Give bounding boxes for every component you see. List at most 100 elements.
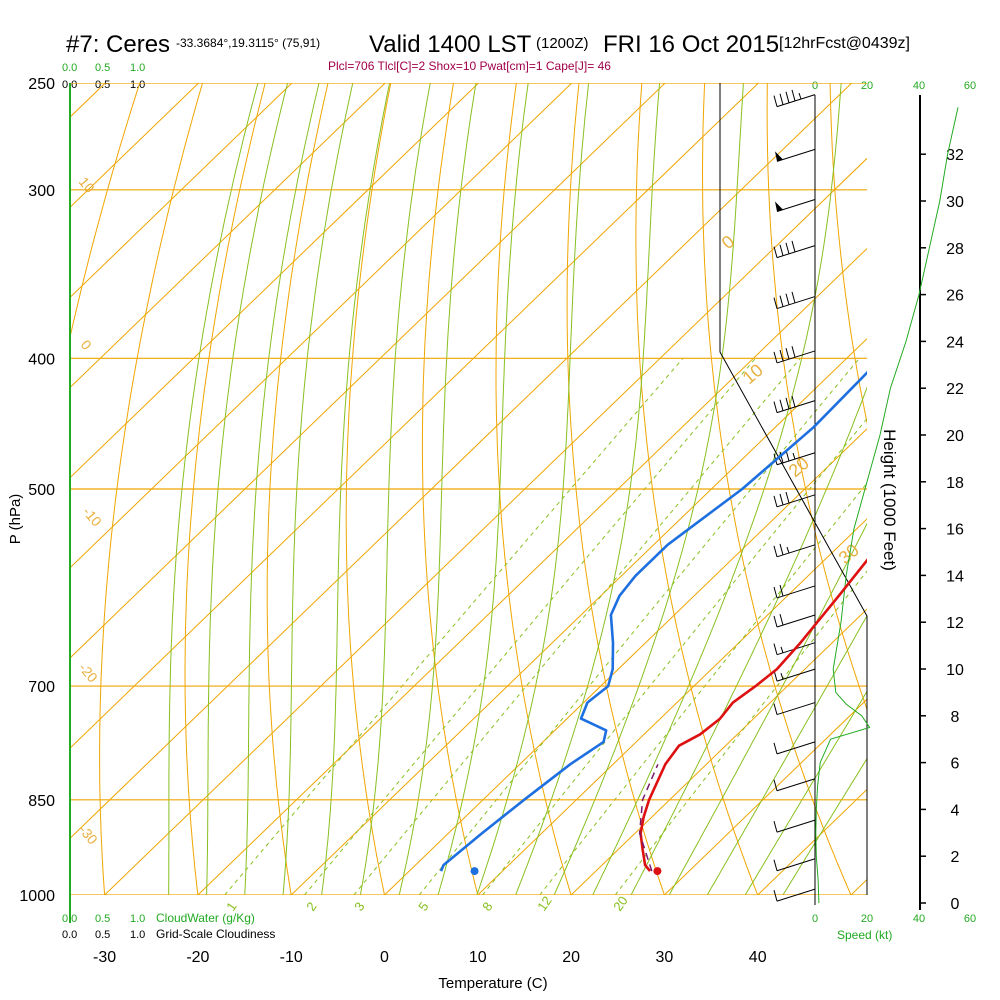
wind-barb-feather: [773, 820, 778, 833]
temperature-tick-label: -10: [280, 949, 303, 966]
wind-barb-feather: [773, 859, 778, 871]
temperature-tick-label: 30: [656, 949, 674, 966]
station-title: #7: Ceres: [66, 31, 170, 58]
wind-barb-feather: [773, 889, 778, 902]
wind-barb-feather: [773, 586, 778, 599]
height-tick-label: 14: [946, 568, 964, 585]
dry-adiabat-label: 10: [76, 174, 98, 196]
surface-dewpoint-marker: [470, 867, 479, 876]
wind-barb-feather: [785, 293, 790, 305]
dry-adiabat-line: [495, 83, 572, 895]
pressure-tick-label: 400: [28, 351, 55, 368]
mixing-ratio-line: [482, 417, 867, 895]
isotherm-line: [70, 83, 293, 299]
wind-barb-feather: [773, 703, 778, 715]
speed-bottom-20: 20: [861, 913, 873, 925]
wind-barb-half-feather: [780, 646, 784, 653]
wind-barb-staff: [776, 668, 816, 682]
bottom-black-label-1: 0.5: [95, 929, 110, 941]
wind-barb-feather: [773, 495, 778, 507]
mixing-ratio-label: 8: [479, 899, 495, 914]
dry-adiabat-line: [829, 83, 867, 425]
isotherm-line: [290, 337, 867, 895]
wind-barb-staff: [776, 819, 816, 833]
moist-adiabat-line: [437, 83, 529, 895]
wind-barb-staff: [776, 245, 816, 259]
wind-barb-feather: [779, 399, 784, 411]
wind-barb-feather: [773, 401, 778, 413]
wind-barb-staff: [776, 296, 816, 310]
wind-barb-feather: [779, 543, 784, 556]
moist-adiabat-line: [630, 386, 867, 895]
height-tick-label: 24: [946, 334, 964, 351]
forecast-label: [12hrFcst@0439z]: [779, 35, 910, 52]
height-tick-label: 12: [946, 615, 964, 632]
isotherm-line: [197, 247, 867, 895]
moist-adiabat-line: [168, 83, 259, 895]
top-black-label-2: 1.0: [130, 79, 145, 91]
dry-adiabat-line: [635, 83, 759, 895]
height-tick-label: 8: [951, 709, 960, 726]
wind-barb-half-feather: [780, 673, 784, 680]
cloudwater-label: CloudWater (g/Kg): [156, 911, 255, 925]
dry-adiabat-line: [766, 83, 867, 711]
pressure-tick-label: 500: [28, 482, 55, 499]
wind-barb-staff: [776, 858, 816, 872]
temperature-tick-label: -20: [186, 949, 209, 966]
dry-adiabat-line: [421, 83, 479, 895]
top-green-label-0: 0.0: [62, 62, 77, 74]
wind-barb-feather: [773, 545, 778, 557]
dry-adiabat-line: [566, 83, 665, 895]
wind-barb-feather: [779, 613, 784, 626]
height-tick-label: 32: [946, 147, 964, 164]
isotherm-line: [70, 83, 760, 749]
height-tick-label: 6: [951, 756, 960, 773]
wind-barb-feather: [791, 89, 796, 102]
wind-barb-feather: [773, 779, 778, 791]
wind-barb: [773, 702, 816, 716]
dry-adiabat-line: [345, 83, 392, 895]
isotherm-line: [570, 608, 867, 895]
dry-adiabat-line: [701, 83, 852, 895]
dry-adiabat-label: -30: [76, 822, 101, 848]
wind-barb-half-feather: [792, 452, 796, 460]
dry-adiabat-line: [891, 0, 1000, 924]
mixing-ratio-label: 5: [415, 899, 431, 914]
speed-bottom-0: 0: [812, 913, 818, 925]
wind-barb: [773, 584, 816, 599]
pressure-tick-label: 1000: [19, 888, 55, 905]
height-tick-label: 4: [951, 802, 960, 819]
wind-barb: [773, 778, 816, 792]
wind-barb: [773, 291, 816, 310]
wind-barb-staff: [776, 741, 816, 755]
wind-barb-feather: [779, 349, 784, 362]
isotherm-line: [477, 518, 867, 895]
x-axis-title: Temperature (C): [438, 975, 547, 992]
moist-adiabat-line: [476, 83, 590, 895]
dry-adiabat-line: [184, 83, 266, 895]
top-green-label-2: 1.0: [130, 62, 145, 74]
dry-adiabat-line: [950, 0, 1000, 924]
height-tick-label: 22: [946, 381, 964, 398]
station-coords: -33.3684°,19.3115° (75,91): [176, 36, 320, 50]
y-axis-title: P (hPa): [7, 494, 24, 545]
height-tick-label: 18: [946, 475, 964, 492]
temperature-tick-label: 0: [380, 949, 389, 966]
wind-barb-staff: [776, 702, 816, 716]
wind-barb-feather: [773, 351, 778, 364]
cloudiness-label: Grid-Scale Cloudiness: [156, 927, 275, 941]
bottom-green-label-1: 0.5: [95, 913, 110, 925]
isotherm-line: [70, 83, 666, 659]
wind-barb-feather: [773, 297, 778, 309]
background-grid: [70, 0, 1000, 924]
dry-adiabat-label: -20: [76, 660, 101, 686]
mixing-ratio-line: [304, 357, 756, 895]
isotherm-line: [70, 83, 200, 208]
bottom-black-label-0: 0.0: [62, 929, 77, 941]
wind-panel: [773, 89, 959, 905]
isotherm-line: [70, 83, 853, 839]
height-tick-label: 10: [946, 662, 964, 679]
height-tick-label: 16: [946, 522, 964, 539]
